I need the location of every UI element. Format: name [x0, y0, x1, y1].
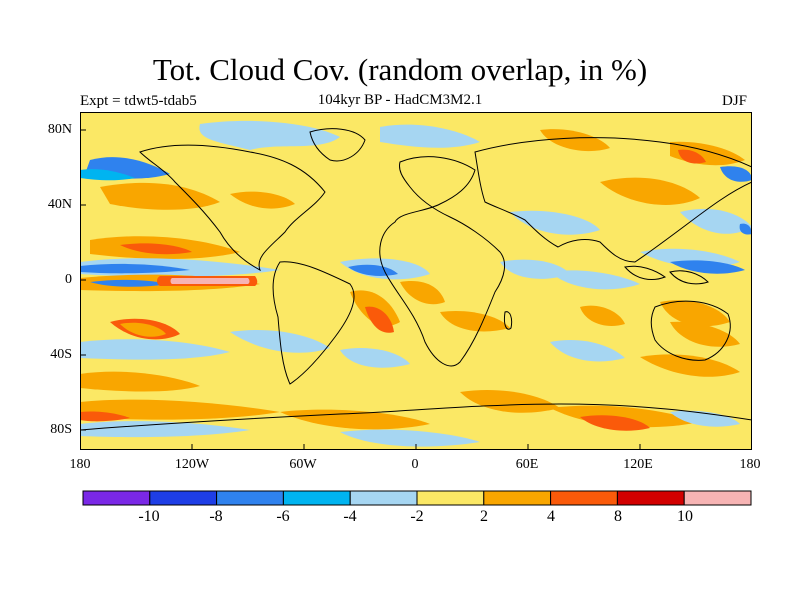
colorbar-label-2: 2 — [480, 508, 488, 525]
colorbar-box — [216, 490, 284, 506]
lon-label-180w: 180 — [69, 457, 91, 472]
lon-label-180e: 180 — [739, 457, 761, 472]
colorbar-box — [349, 490, 418, 506]
colorbar-label-minus-2: -2 — [410, 508, 424, 525]
coastlines — [80, 128, 752, 431]
experiment-label: Expt = tdwt5-tdab5 — [80, 93, 197, 109]
colorbar-label-4: 4 — [547, 508, 555, 525]
colorbar-box — [550, 490, 618, 506]
lon-label-120e: 120E — [623, 457, 653, 472]
colorbar-box — [149, 490, 218, 506]
lat-label-40n: 40N — [47, 197, 72, 212]
colorbar-box — [616, 490, 685, 506]
lon-label-0: 0 — [411, 457, 419, 472]
lon-label-60w: 60W — [289, 457, 317, 472]
colorbar-box — [483, 490, 552, 506]
lat-label-80s: 80S — [50, 422, 72, 437]
lat-label-0: 0 — [65, 272, 72, 287]
colorbar-label-8: 8 — [614, 508, 622, 525]
colorbar-box — [416, 490, 485, 506]
colorbar-label-10: 10 — [677, 508, 693, 525]
lon-label-60e: 60E — [515, 457, 539, 472]
lat-label-80n: 80N — [47, 122, 72, 137]
anomaly-field — [80, 120, 752, 447]
colorbar-box — [82, 490, 151, 506]
colorbar-box — [683, 490, 752, 506]
colorbar-label-minus-6: -6 — [276, 508, 290, 525]
colorbar-label-minus-4: -4 — [343, 508, 357, 525]
map-subtitle: 104kyr BP - HadCM3M2.1 — [317, 92, 483, 108]
colorbar-box — [282, 490, 351, 506]
lon-label-120w: 120W — [174, 457, 210, 472]
colorbar-label-minus-8: -8 — [209, 508, 223, 525]
axis-ticks — [80, 129, 641, 450]
map-title: Tot. Cloud Cov. (random overlap, in %) — [152, 52, 648, 87]
colorbar-label-minus-10: -10 — [138, 508, 160, 525]
cloud-cover-map — [80, 112, 752, 450]
colorbar — [82, 490, 752, 506]
lat-label-40s: 40S — [50, 347, 72, 362]
season-label: DJF — [722, 93, 748, 109]
